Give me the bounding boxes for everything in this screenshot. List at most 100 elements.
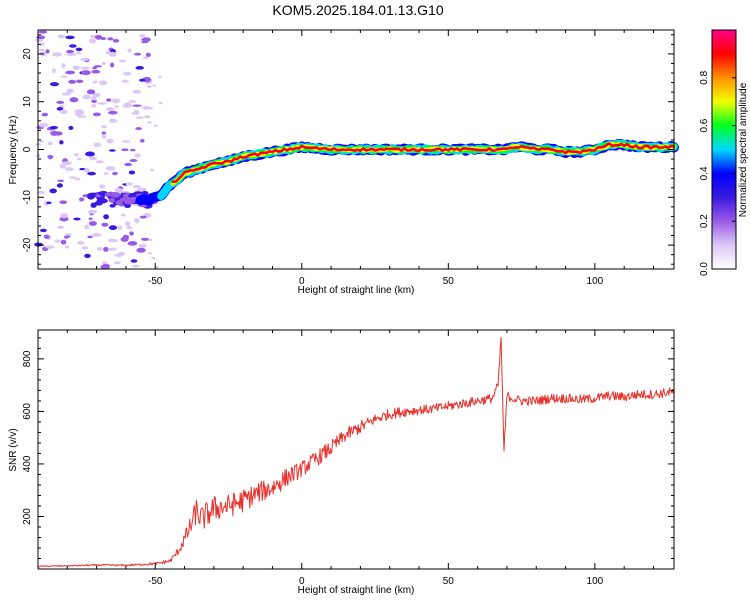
heatmap-noise-cell	[56, 100, 65, 104]
heatmap-noise-cell	[41, 112, 49, 117]
snr-x-axis-label: Height of straight line (km)	[298, 585, 415, 596]
heatmap-noise-cell	[139, 215, 147, 219]
heatmap-noise-cell	[88, 156, 98, 161]
heatmap-noise-cell	[120, 236, 129, 242]
heatmap-ridge-cell	[96, 198, 108, 204]
heatmap-noise-cell	[103, 172, 109, 176]
heatmap-noise-cell	[101, 125, 107, 129]
heatmap-noise-cell	[82, 94, 91, 100]
heatmap-noise-cell	[133, 52, 142, 56]
colorbar-tick-label: 0.6	[699, 118, 710, 132]
heatmap-noise-cell	[74, 177, 81, 181]
heatmap-noise-cell	[75, 47, 83, 52]
colorbar-tick-label: 0.0	[699, 262, 710, 276]
heatmap-noise-cell	[125, 182, 133, 186]
heatmap-noise-cell	[105, 51, 110, 55]
y-tick-label: 800	[22, 350, 33, 367]
heatmap-noise-cell	[57, 34, 66, 39]
heatmap-noise-cell	[81, 246, 89, 250]
heatmap-noise-cell	[61, 92, 71, 96]
heatmap-noise-cell	[90, 96, 97, 101]
heatmap-noise-cell	[118, 59, 126, 63]
x-tick-label: 100	[587, 276, 604, 287]
snr-series-line	[37, 337, 675, 568]
heatmap-noise-cell	[148, 252, 152, 255]
heatmap-ridge-cell	[108, 197, 116, 203]
heatmap-noise-cell	[95, 160, 104, 164]
heatmap-noise-cell	[68, 79, 77, 84]
heatmap-noise-cell	[36, 35, 46, 40]
heatmap-noise-cell	[80, 57, 89, 62]
snr-panel: -50 0 50 100 200 400 600 800 Height of straigh…	[8, 329, 675, 596]
heatmap-x-axis: -50 0 50 100	[37, 30, 654, 287]
heatmap-noise-cell	[43, 234, 50, 239]
heatmap-noise-cell	[101, 61, 106, 66]
heatmap-noise-cell	[151, 257, 156, 260]
heatmap-noise-cell	[56, 107, 64, 111]
heatmap-noise-cell	[105, 107, 115, 111]
heatmap-noise-cell	[128, 100, 137, 103]
heatmap-noise-cell	[133, 184, 141, 189]
heatmap-noise-cell	[59, 164, 66, 169]
x-tick-label: 0	[299, 576, 305, 587]
heatmap-noise-cell	[93, 142, 102, 148]
heatmap-noise-cell	[84, 224, 90, 230]
heatmap-noise-cell	[144, 79, 151, 83]
heatmap-noise-cell	[92, 66, 97, 70]
y-tick-label: 400	[22, 455, 33, 472]
heatmap-noise-cell	[92, 80, 98, 84]
heatmap-noise-cell	[92, 92, 101, 98]
heatmap-noise-cell	[127, 241, 138, 246]
heatmap-noise-cell	[64, 167, 74, 172]
heatmap-noise-cell	[134, 218, 140, 224]
heatmap-panel: -50 0 50 100 -20 -10 0 10 20 Height of straight…	[8, 29, 679, 296]
heatmap-noise-cell	[76, 79, 84, 84]
heatmap-noise-cell	[40, 42, 45, 46]
colorbar-tick-label: 0.8	[699, 70, 710, 84]
y-tick-label: 0	[22, 146, 33, 152]
heatmap-noise-cell	[107, 247, 117, 251]
heatmap-noise-cell	[77, 157, 82, 161]
heatmap-noise-cell	[39, 139, 44, 143]
heatmap-noise-cell	[92, 112, 101, 117]
heatmap-noise-cell	[137, 187, 147, 192]
heatmap-noise-cell	[101, 134, 107, 139]
heatmap-noise-cell	[72, 65, 80, 70]
snr-y-axis: 200 400 600 800	[22, 337, 674, 570]
heatmap-noise-cell	[86, 89, 96, 95]
heatmap-noise-cell	[134, 153, 141, 158]
heatmap-noise-cell	[38, 30, 48, 34]
heatmap-noise-layer	[34, 30, 163, 270]
y-tick-label: 20	[22, 48, 33, 60]
heatmap-noise-cell	[150, 168, 155, 172]
heatmap-noise-cell	[129, 159, 138, 162]
heatmap-noise-cell	[108, 149, 116, 152]
heatmap-noise-cell	[126, 226, 133, 230]
heatmap-noise-cell	[100, 82, 107, 85]
heatmap-x-axis-label: Height of straight line (km)	[298, 285, 415, 296]
heatmap-noise-cell	[45, 49, 50, 54]
heatmap-noise-cell	[50, 82, 59, 87]
heatmap-noise-cell	[46, 201, 52, 205]
heatmap-noise-cell	[99, 37, 107, 40]
heatmap-noise-cell	[114, 105, 119, 109]
heatmap-noise-cell	[59, 200, 67, 204]
heatmap-noise-cell	[92, 233, 102, 237]
heatmap-ridge-cell	[124, 203, 131, 208]
heatmap-noise-cell	[51, 68, 56, 74]
heatmap-noise-cell	[139, 78, 146, 82]
x-tick-label: -50	[148, 276, 163, 287]
heatmap-noise-cell	[66, 88, 74, 94]
heatmap-noise-cell	[99, 184, 106, 189]
heatmap-noise-cell	[54, 239, 61, 243]
heatmap-noise-cell	[110, 62, 115, 68]
heatmap-noise-cell	[117, 225, 123, 231]
heatmap-noise-cell	[101, 261, 108, 265]
heatmap-noise-cell	[45, 245, 55, 249]
heatmap-noise-cell	[143, 115, 151, 119]
heatmap-noise-cell	[85, 151, 95, 157]
snr-x-axis: -50 0 50 100	[37, 330, 654, 587]
heatmap-noise-cell	[77, 240, 85, 245]
heatmap-ridge-cell	[87, 194, 95, 200]
